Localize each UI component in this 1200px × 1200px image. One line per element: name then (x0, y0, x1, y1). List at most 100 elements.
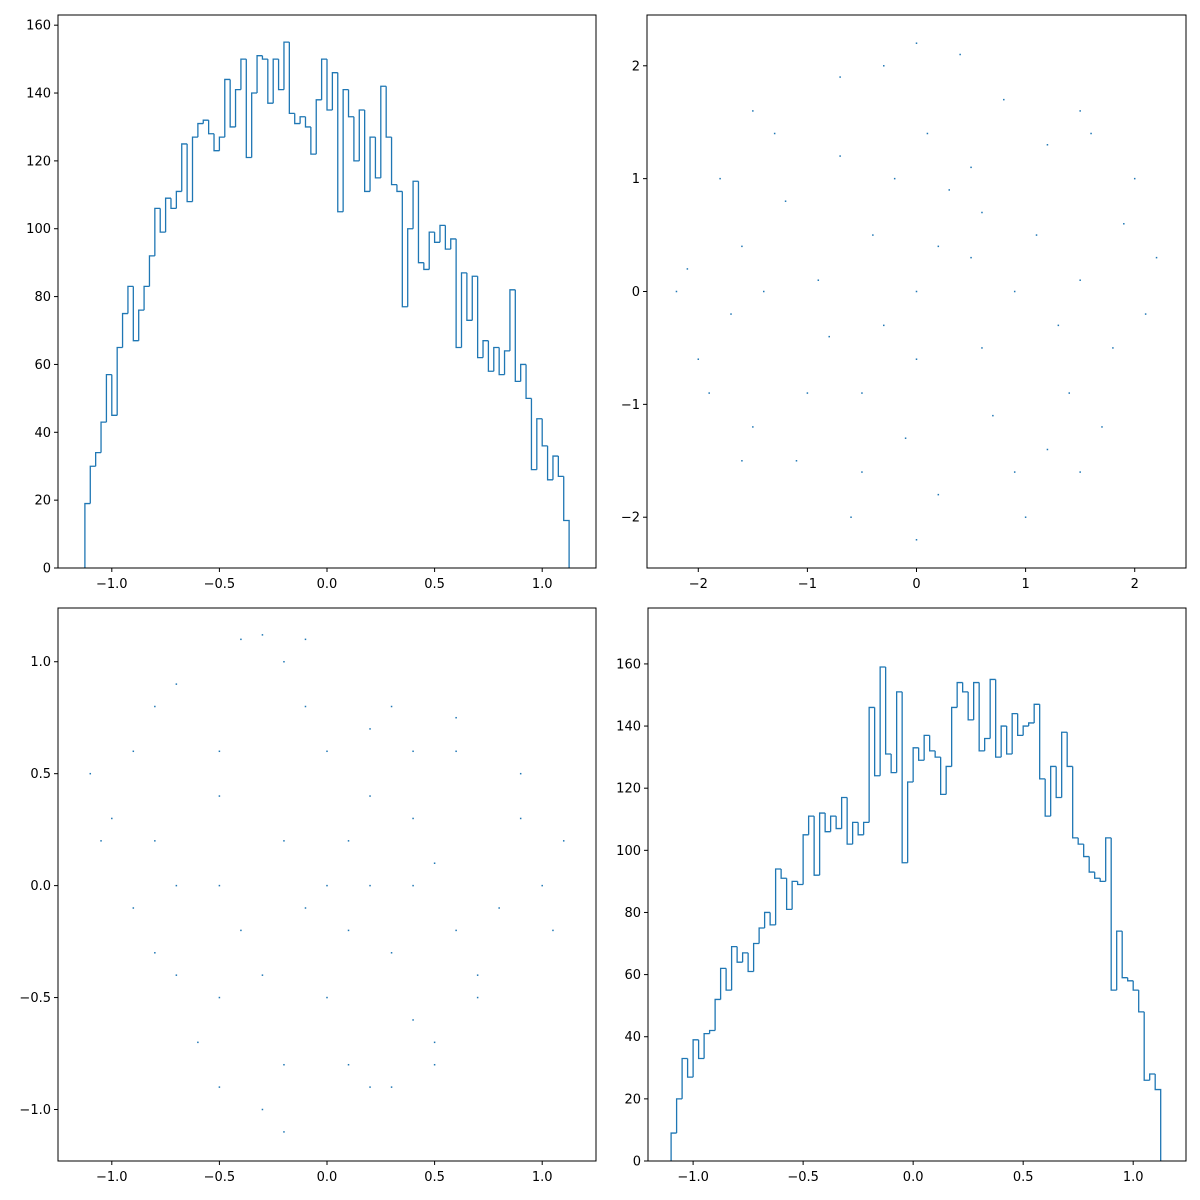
hist-step (1094, 872, 1101, 879)
point (175, 884, 178, 887)
y-tick-label: 80 (34, 290, 51, 305)
point (1144, 313, 1147, 315)
hist-step (154, 207, 161, 256)
x-tick-label: −0.5 (787, 1170, 819, 1185)
hist-step (245, 59, 252, 159)
hist-step (342, 88, 349, 212)
point (100, 840, 102, 842)
hist-step (884, 667, 892, 755)
hist-step (164, 197, 171, 233)
point (154, 952, 156, 954)
x-tick-label: −1.0 (96, 577, 128, 592)
hist-step (1127, 977, 1134, 982)
hist-step (984, 737, 991, 751)
hist-step (320, 58, 327, 100)
hist-step (774, 868, 782, 925)
point (915, 358, 918, 360)
hist-step (978, 682, 985, 752)
point (218, 884, 221, 887)
hist-step (918, 747, 925, 761)
hist-step (1110, 837, 1117, 991)
point (926, 132, 929, 135)
point (1068, 392, 1071, 394)
hist-step (1088, 856, 1095, 873)
hist-step (1011, 712, 1018, 755)
hist-step (945, 765, 952, 795)
point (948, 189, 950, 191)
x-tick-label: 1.0 (532, 1170, 553, 1185)
point (240, 638, 242, 641)
hist-step (741, 952, 749, 963)
y-tick-label: 60 (34, 358, 51, 373)
hist-step (829, 815, 837, 832)
y-tick-label: 20 (624, 1092, 641, 1107)
hist-step (862, 821, 870, 835)
hist-step (552, 455, 559, 480)
y-tick-label: 40 (624, 1030, 641, 1045)
hist-step (288, 42, 295, 115)
point (1155, 256, 1158, 259)
hist-step (121, 312, 128, 348)
hist-step (730, 945, 738, 991)
hist-step (989, 678, 996, 739)
hist-step (1033, 703, 1040, 723)
hist-step (294, 113, 301, 125)
hist-step (780, 868, 787, 879)
hist-step (310, 126, 317, 155)
point (773, 132, 776, 135)
point (675, 290, 678, 293)
hist-step (670, 1132, 677, 1161)
hist-step (514, 289, 521, 383)
hist-step (785, 878, 793, 911)
hist-step (315, 99, 322, 155)
hist-step (719, 967, 727, 1000)
point (326, 996, 328, 999)
y-tick-label: 0 (632, 285, 640, 300)
point (861, 392, 863, 394)
hist-step (390, 137, 397, 186)
hist-step (364, 109, 371, 193)
point (111, 817, 113, 820)
hist-step (423, 262, 430, 271)
point (1079, 110, 1081, 112)
hist-step (868, 706, 875, 823)
hist-step (1154, 1074, 1162, 1161)
hist-step (675, 1098, 683, 1134)
point (937, 493, 940, 496)
hist-step (132, 286, 139, 342)
point (1101, 426, 1103, 428)
point (89, 772, 92, 775)
point (719, 177, 721, 180)
hist-step (1105, 837, 1112, 882)
point (304, 907, 307, 909)
y-tick-label: −2 (621, 511, 640, 526)
hist-step (412, 180, 419, 229)
hist-step (1028, 722, 1035, 727)
hist-step (703, 1032, 710, 1059)
x-tick-label: 0.5 (424, 577, 445, 592)
hist-step (807, 815, 815, 835)
y-tick-label: −1 (621, 398, 640, 413)
hist-step (304, 116, 311, 128)
point (218, 795, 221, 797)
y-tick-label: 160 (616, 657, 641, 672)
y-tick-label: 0 (43, 562, 51, 577)
point (218, 1086, 221, 1088)
hist-step (725, 968, 732, 991)
point (708, 392, 710, 394)
y-tick-label: 100 (26, 222, 51, 237)
hist-step (895, 691, 903, 773)
hist-step (466, 272, 473, 321)
x-tick-label: 0.5 (424, 1170, 445, 1185)
point (412, 750, 414, 753)
hist-step (1132, 980, 1139, 991)
point (915, 42, 918, 44)
hist-step (439, 224, 446, 243)
point (369, 795, 371, 797)
x-tick-label: −1 (798, 577, 817, 592)
point (476, 974, 479, 976)
point (752, 110, 754, 112)
axes-frame (57, 607, 597, 1162)
x-tick-label: 2 (1131, 577, 1139, 592)
hist-step (444, 225, 451, 250)
